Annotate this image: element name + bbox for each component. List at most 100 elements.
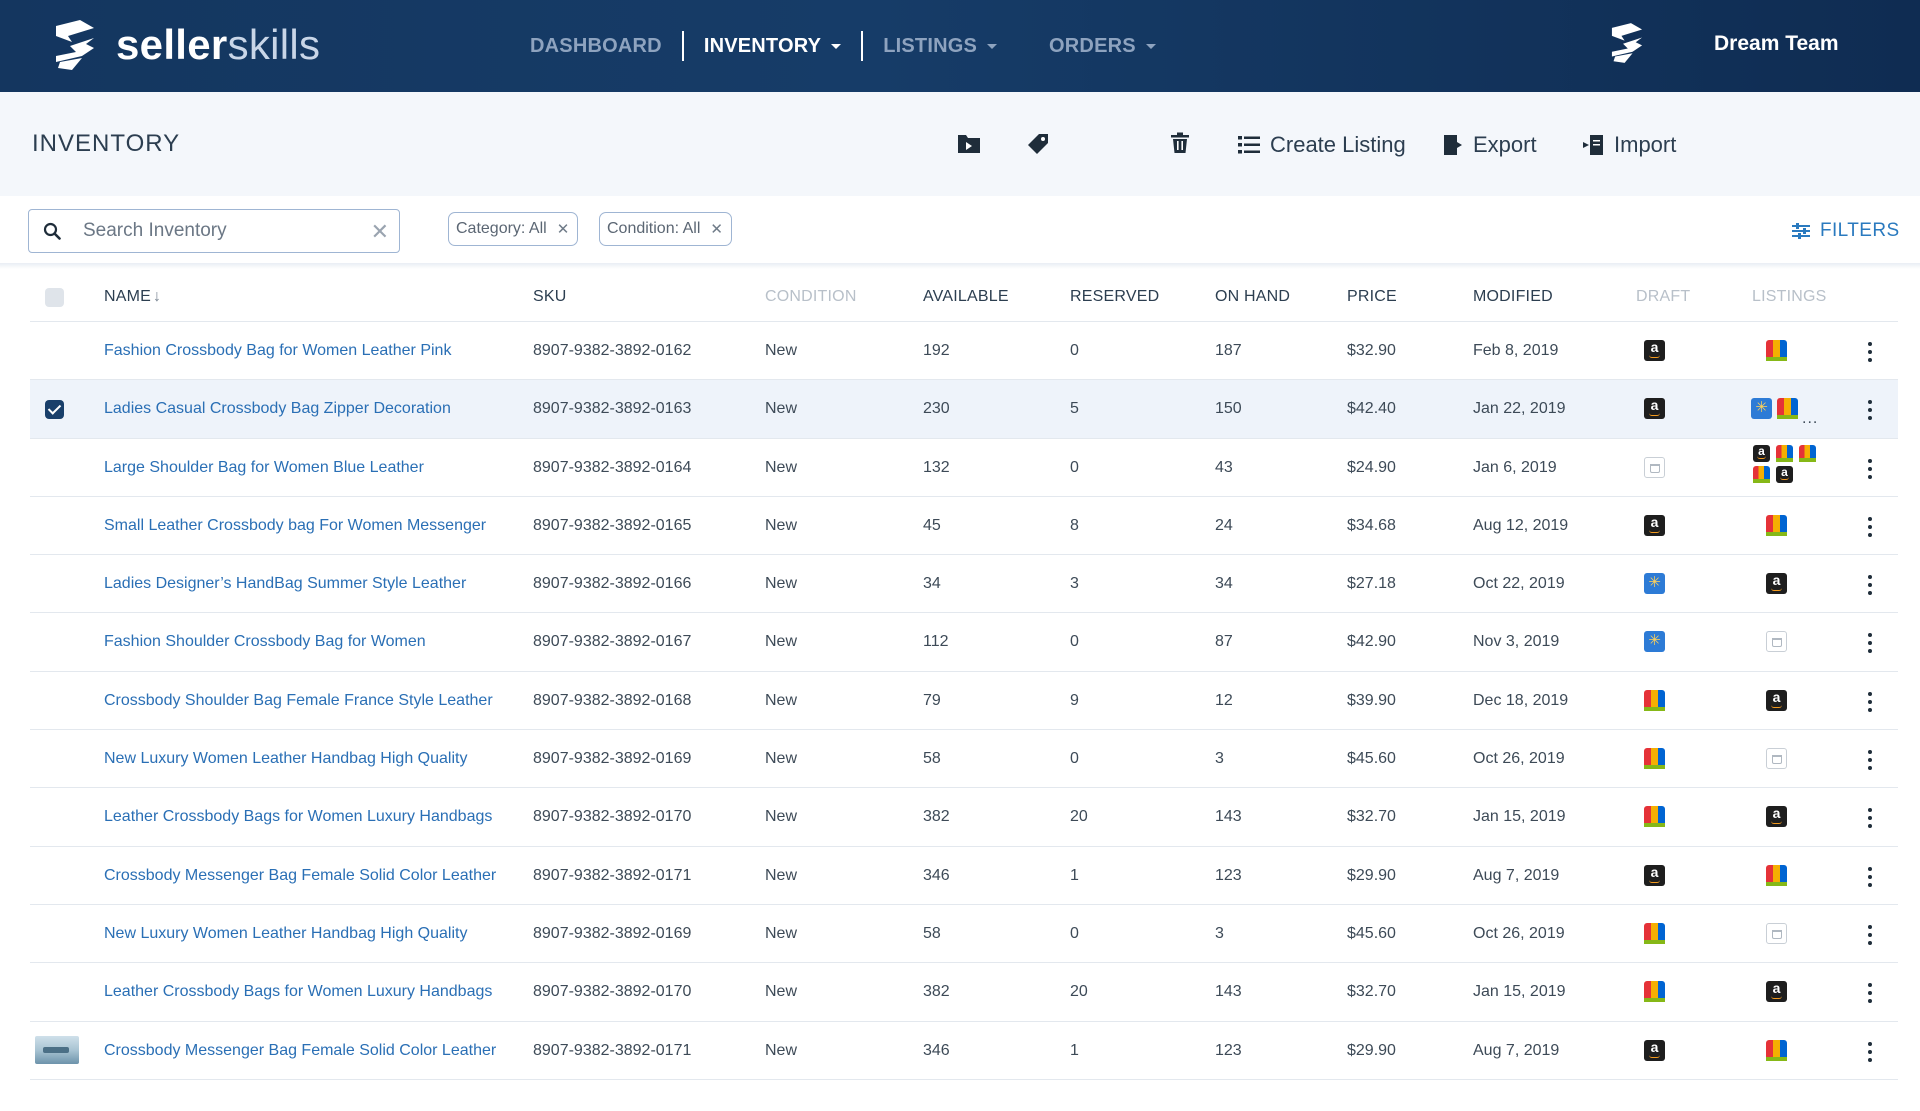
amazon-icon[interactable] — [1644, 514, 1665, 536]
row-actions-menu-icon[interactable] — [1867, 516, 1873, 538]
move-to-folder-button[interactable] — [957, 132, 981, 154]
product-name-link[interactable]: New Luxury Women Leather Handbag High Qu… — [104, 924, 468, 942]
row-actions-menu-icon[interactable] — [1867, 866, 1873, 888]
delete-button[interactable] — [1170, 132, 1190, 154]
product-name-link[interactable]: Large Shoulder Bag for Women Blue Leathe… — [104, 458, 424, 476]
product-name-link[interactable]: Ladies Designer’s HandBag Summer Style L… — [104, 575, 467, 593]
amazon-icon[interactable] — [1644, 864, 1665, 886]
row-checkbox[interactable] — [45, 400, 64, 420]
row-actions-menu-icon[interactable] — [1867, 1041, 1873, 1063]
export-button[interactable]: Export — [1443, 132, 1537, 158]
column-header-condition[interactable]: CONDITION — [765, 288, 857, 305]
table-row[interactable]: Ladies Designer’s HandBag Summer Style L… — [30, 555, 1898, 614]
nav-dashboard[interactable]: DASHBOARD — [530, 35, 662, 58]
row-actions-menu-icon[interactable] — [1867, 458, 1873, 480]
ebay-icon[interactable] — [1644, 981, 1665, 1003]
row-actions-menu-icon[interactable] — [1867, 691, 1873, 713]
product-name-link[interactable]: Leather Crossbody Bags for Women Luxury … — [104, 808, 493, 826]
shop-icon[interactable] — [1766, 748, 1787, 770]
ebay-icon[interactable] — [1766, 864, 1787, 886]
column-header-modified[interactable]: MODIFIED — [1473, 288, 1553, 305]
product-name-link[interactable]: Ladies Casual Crossbody Bag Zipper Decor… — [104, 400, 451, 418]
product-name-link[interactable]: New Luxury Women Leather Handbag High Qu… — [104, 750, 468, 768]
product-name-link[interactable]: Fashion Crossbody Bag for Women Leather … — [104, 342, 452, 359]
app-logo[interactable]: sellerskills — [46, 16, 320, 74]
column-header-reserved[interactable]: RESERVED — [1070, 288, 1160, 305]
row-actions-menu-icon[interactable] — [1867, 341, 1873, 363]
product-name-link[interactable]: Small Leather Crossbody bag For Women Me… — [104, 516, 487, 534]
walmart-icon[interactable] — [1644, 573, 1665, 595]
table-row[interactable]: Fashion Crossbody Bag for Women Leather … — [30, 322, 1898, 381]
shop-icon[interactable] — [1644, 456, 1665, 478]
tag-button[interactable] — [1026, 132, 1050, 156]
ebay-icon[interactable] — [1644, 922, 1665, 944]
amazon-icon[interactable] — [1644, 397, 1665, 420]
amazon-icon[interactable] — [1766, 805, 1787, 828]
table-row[interactable]: Crossbody Shoulder Bag Female France Sty… — [30, 672, 1898, 731]
nav-listings[interactable]: LISTINGS — [883, 35, 998, 58]
column-header-listings[interactable]: LISTINGS — [1752, 288, 1827, 305]
search-input[interactable] — [83, 220, 343, 242]
column-header-draft[interactable]: DRAFT — [1636, 288, 1691, 305]
walmart-icon[interactable] — [1751, 398, 1772, 420]
table-row[interactable]: Ladies Casual Crossbody Bag Zipper Decor… — [30, 380, 1898, 439]
amazon-icon[interactable] — [1766, 689, 1787, 711]
column-header-on-hand[interactable]: ON HAND — [1215, 288, 1291, 305]
ebay-icon[interactable] — [1777, 398, 1798, 420]
team-logo-icon[interactable] — [1604, 20, 1650, 66]
column-header-available[interactable]: AVAILABLE — [923, 288, 1009, 305]
ebay-icon[interactable] — [1644, 748, 1665, 770]
shop-icon[interactable] — [1766, 631, 1787, 653]
remove-filter-icon[interactable]: ✕ — [556, 221, 570, 238]
table-row[interactable]: New Luxury Women Leather Handbag High Qu… — [30, 730, 1898, 789]
amazon-icon[interactable] — [1766, 572, 1787, 595]
ebay-icon[interactable] — [1766, 514, 1787, 536]
ebay-icon[interactable] — [1766, 1039, 1787, 1061]
product-name-link[interactable]: Leather Crossbody Bags for Women Luxury … — [104, 983, 493, 1001]
ebay-icon[interactable] — [1766, 340, 1787, 361]
filter-chip-category[interactable]: Category: All ✕ — [448, 212, 579, 246]
column-header-price[interactable]: PRICE — [1347, 288, 1397, 305]
product-name-link[interactable]: Fashion Shoulder Crossbody Bag for Women — [104, 633, 426, 651]
team-name[interactable]: Dream Team — [1714, 32, 1839, 55]
row-actions-menu-icon[interactable] — [1867, 574, 1873, 596]
table-row[interactable]: Crossbody Messenger Bag Female Solid Col… — [30, 847, 1898, 905]
ebay-icon[interactable] — [1753, 465, 1770, 483]
walmart-icon[interactable] — [1644, 631, 1665, 653]
product-name-link[interactable]: Crossbody Messenger Bag Female Solid Col… — [104, 1041, 497, 1059]
column-header-sku[interactable]: SKU — [533, 288, 567, 305]
row-actions-menu-icon[interactable] — [1867, 982, 1873, 1004]
amazon-icon[interactable] — [1644, 1039, 1665, 1061]
table-row[interactable]: New Luxury Women Leather Handbag High Qu… — [30, 905, 1898, 964]
filter-chip-condition[interactable]: Condition: All ✕ — [599, 212, 732, 246]
table-row[interactable]: Large Shoulder Bag for Women Blue Leathe… — [30, 439, 1898, 497]
row-actions-menu-icon[interactable] — [1867, 924, 1873, 946]
ebay-icon[interactable] — [1644, 806, 1665, 828]
table-row[interactable]: Fashion Shoulder Crossbody Bag for Women… — [30, 613, 1898, 672]
amazon-icon[interactable] — [1753, 444, 1770, 462]
row-actions-menu-icon[interactable] — [1867, 632, 1873, 654]
table-row[interactable]: Small Leather Crossbody bag For Women Me… — [30, 497, 1898, 556]
remove-filter-icon[interactable]: ✕ — [710, 221, 723, 238]
row-actions-menu-icon[interactable] — [1867, 399, 1873, 421]
table-row[interactable]: Leather Crossbody Bags for Women Luxury … — [30, 788, 1898, 847]
import-button[interactable]: Import — [1582, 132, 1676, 158]
create-listing-button[interactable]: Create Listing — [1238, 132, 1406, 158]
row-actions-menu-icon[interactable] — [1867, 807, 1873, 829]
amazon-icon[interactable] — [1766, 980, 1787, 1003]
table-row[interactable]: Crossbody Messenger Bag Female Solid Col… — [30, 1022, 1898, 1080]
row-actions-menu-icon[interactable] — [1867, 749, 1873, 771]
ebay-icon[interactable] — [1776, 444, 1793, 462]
ebay-icon[interactable] — [1644, 689, 1665, 711]
shop-icon[interactable] — [1766, 922, 1787, 944]
ebay-icon[interactable] — [1799, 444, 1816, 462]
more-listings-indicator[interactable]: ... — [1802, 410, 1819, 428]
nav-inventory[interactable]: INVENTORY — [704, 35, 842, 58]
product-name-link[interactable]: Crossbody Messenger Bag Female Solid Col… — [104, 866, 497, 884]
amazon-icon[interactable] — [1644, 339, 1665, 361]
select-all-checkbox[interactable] — [45, 288, 64, 307]
product-name-link[interactable]: Crossbody Shoulder Bag Female France Sty… — [104, 691, 493, 709]
clear-search-icon[interactable]: ✕ — [370, 219, 389, 244]
nav-orders[interactable]: ORDERS — [1049, 35, 1156, 58]
table-row[interactable]: Leather Crossbody Bags for Women Luxury … — [30, 963, 1898, 1022]
